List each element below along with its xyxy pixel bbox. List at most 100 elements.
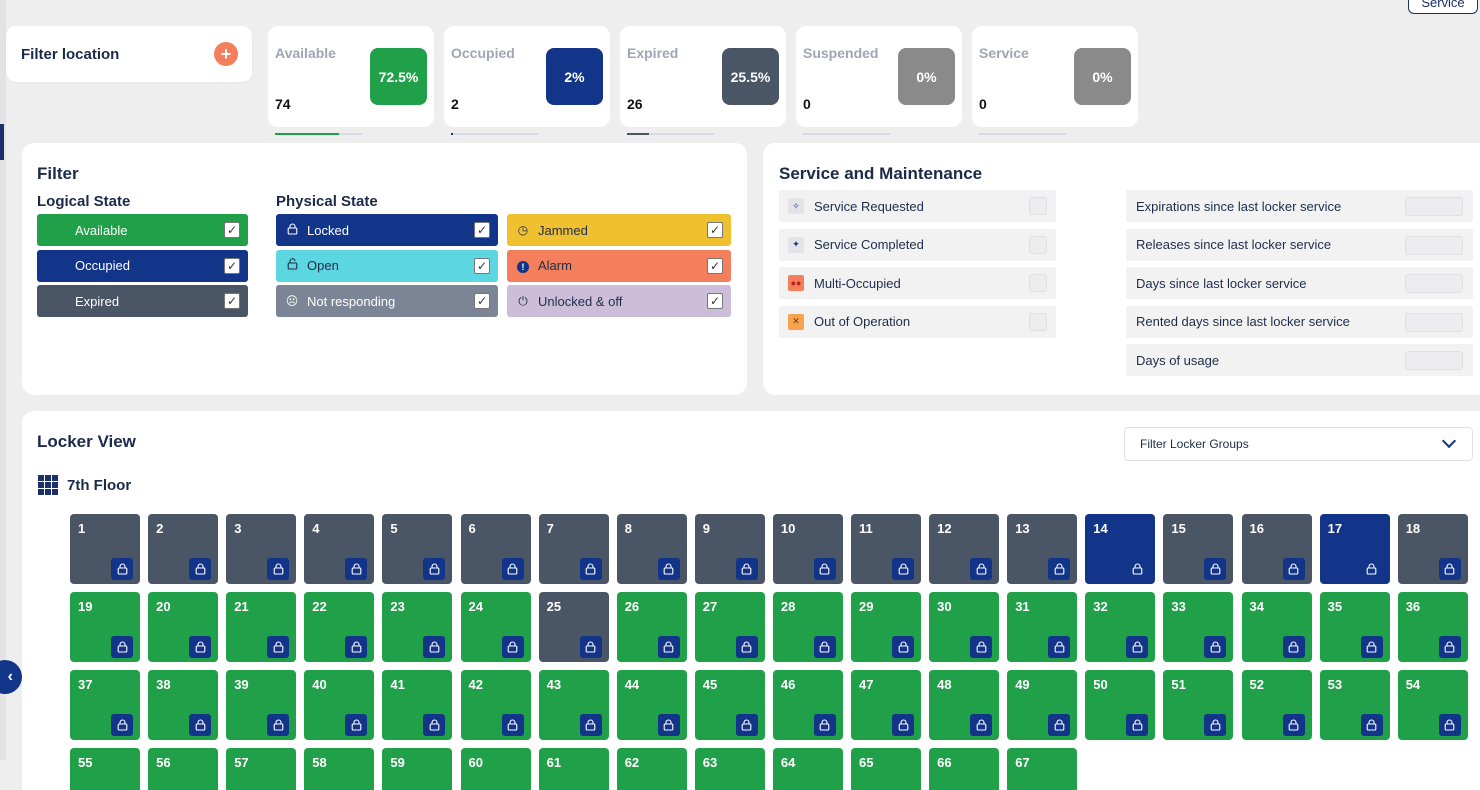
locker-tile[interactable]: 4	[304, 514, 375, 584]
filter-checkbox[interactable]: ✓	[707, 293, 723, 309]
physical-filter-not-responding[interactable]: ☹ Not responding ✓	[276, 285, 498, 317]
collapse-sidebar-button[interactable]: ‹	[0, 660, 22, 694]
locker-tile[interactable]: 55	[70, 748, 140, 790]
filter-checkbox[interactable]: ✓	[707, 257, 723, 274]
locker-tile[interactable]: 34	[1241, 592, 1312, 662]
locker-tile[interactable]: 27	[694, 592, 765, 662]
locker-tile[interactable]: 39	[226, 670, 297, 740]
stat-card-service[interactable]: Service 0 0%	[972, 26, 1138, 135]
locker-tile[interactable]: 54	[1397, 670, 1468, 740]
filter-locker-groups-select[interactable]: Filter Locker Groups	[1124, 427, 1473, 461]
service-metric-input[interactable]	[1405, 274, 1463, 293]
service-filter-checkbox[interactable]	[1029, 274, 1047, 292]
locker-tile[interactable]: 58	[304, 748, 375, 790]
locker-tile[interactable]: 35	[1319, 592, 1390, 662]
locker-tile[interactable]: 53	[1319, 670, 1390, 740]
locker-tile[interactable]: 3	[226, 514, 297, 584]
service-metric-input[interactable]	[1405, 351, 1463, 370]
stat-card-suspended[interactable]: Suspended 0 0%	[796, 26, 962, 135]
locker-tile[interactable]: 9	[694, 514, 765, 584]
service-filter-multi-occupied[interactable]: ●● Multi-Occupied	[779, 267, 1056, 299]
locker-tile[interactable]: 22	[304, 592, 375, 662]
physical-filter-jammed[interactable]: ◷ Jammed ✓	[507, 214, 731, 246]
locker-tile[interactable]: 33	[1163, 592, 1234, 662]
locker-tile[interactable]: 65	[851, 748, 921, 790]
locker-tile[interactable]: 42	[460, 670, 531, 740]
logical-filter-expired[interactable]: Expired ✓	[37, 285, 248, 317]
locker-tile[interactable]: 24	[460, 592, 531, 662]
locker-tile[interactable]: 59	[382, 748, 453, 790]
filter-checkbox[interactable]: ✓	[474, 222, 490, 238]
locker-tile[interactable]: 61	[538, 748, 609, 790]
locker-tile[interactable]: 31	[1007, 592, 1078, 662]
plus-icon[interactable]: +	[214, 42, 238, 66]
service-metric-input[interactable]	[1405, 312, 1463, 332]
physical-filter-unlocked-off[interactable]: ⏻ Unlocked & off ✓	[507, 285, 731, 317]
locker-tile[interactable]: 1	[70, 514, 140, 584]
service-filter-service-requested[interactable]: ✧ Service Requested	[779, 190, 1056, 222]
filter-location-card[interactable]: Filter location +	[6, 26, 252, 82]
locker-tile[interactable]: 38	[148, 670, 219, 740]
locker-tile[interactable]: 62	[616, 748, 687, 790]
stat-card-expired[interactable]: Expired 26 25.5%	[620, 26, 786, 135]
locker-tile[interactable]: 48	[929, 670, 1000, 740]
physical-filter-open[interactable]: Open ✓	[276, 249, 498, 282]
locker-tile[interactable]: 23	[382, 592, 453, 662]
locker-tile[interactable]: 2	[148, 514, 219, 584]
filter-checkbox[interactable]: ✓	[474, 257, 490, 274]
locker-tile[interactable]: 57	[226, 748, 297, 790]
locker-tile[interactable]: 51	[1163, 670, 1234, 740]
locker-tile[interactable]: 60	[460, 748, 531, 790]
physical-filter-alarm[interactable]: ! Alarm ✓	[507, 249, 731, 282]
filter-checkbox[interactable]: ✓	[707, 222, 723, 238]
locker-tile[interactable]: 10	[772, 514, 843, 584]
locker-tile[interactable]: 11	[851, 514, 921, 584]
locker-tile[interactable]: 8	[616, 514, 687, 584]
locker-tile[interactable]: 63	[694, 748, 765, 790]
locker-tile[interactable]: 26	[616, 592, 687, 662]
locker-tile[interactable]: 19	[70, 592, 140, 662]
filter-checkbox[interactable]: ✓	[224, 257, 240, 274]
service-metric-input[interactable]	[1405, 235, 1463, 255]
locker-tile[interactable]: 50	[1085, 670, 1156, 740]
locker-tile[interactable]: 32	[1085, 592, 1156, 662]
logical-filter-occupied[interactable]: Occupied ✓	[37, 249, 248, 282]
locker-tile[interactable]: 49	[1007, 670, 1078, 740]
physical-filter-locked[interactable]: Locked ✓	[276, 214, 498, 246]
service-metric-input[interactable]	[1405, 197, 1463, 216]
locker-tile[interactable]: 30	[929, 592, 1000, 662]
locker-tile[interactable]: 37	[70, 670, 140, 740]
locker-tile[interactable]: 47	[851, 670, 921, 740]
filter-checkbox[interactable]: ✓	[224, 293, 240, 309]
service-button[interactable]: Service	[1408, 0, 1478, 14]
locker-tile[interactable]: 41	[382, 670, 453, 740]
locker-tile[interactable]: 36	[1397, 592, 1468, 662]
locker-tile[interactable]: 67	[1007, 748, 1078, 790]
locker-tile[interactable]: 20	[148, 592, 219, 662]
logical-filter-available[interactable]: Available ✓	[37, 214, 248, 246]
service-filter-service-completed[interactable]: ✦ Service Completed	[779, 228, 1056, 261]
locker-tile[interactable]: 64	[772, 748, 843, 790]
filter-checkbox[interactable]: ✓	[224, 222, 240, 238]
service-filter-checkbox[interactable]	[1029, 235, 1047, 254]
locker-tile[interactable]: 28	[772, 592, 843, 662]
locker-tile[interactable]: 52	[1241, 670, 1312, 740]
locker-tile[interactable]: 5	[382, 514, 453, 584]
locker-tile[interactable]: 21	[226, 592, 297, 662]
locker-tile[interactable]: 17	[1319, 514, 1390, 584]
locker-tile[interactable]: 7	[538, 514, 609, 584]
locker-tile[interactable]: 14	[1085, 514, 1156, 584]
locker-tile[interactable]: 13	[1007, 514, 1078, 584]
filter-checkbox[interactable]: ✓	[474, 293, 490, 309]
locker-tile[interactable]: 6	[460, 514, 531, 584]
service-filter-checkbox[interactable]	[1029, 312, 1047, 331]
locker-tile[interactable]: 56	[148, 748, 219, 790]
locker-tile[interactable]: 16	[1241, 514, 1312, 584]
locker-tile[interactable]: 25	[538, 592, 609, 662]
locker-tile[interactable]: 66	[929, 748, 1000, 790]
stat-card-available[interactable]: Available 74 72.5%	[268, 26, 434, 135]
service-filter-checkbox[interactable]	[1029, 197, 1047, 215]
locker-tile[interactable]: 40	[304, 670, 375, 740]
locker-tile[interactable]: 45	[694, 670, 765, 740]
locker-tile[interactable]: 44	[616, 670, 687, 740]
